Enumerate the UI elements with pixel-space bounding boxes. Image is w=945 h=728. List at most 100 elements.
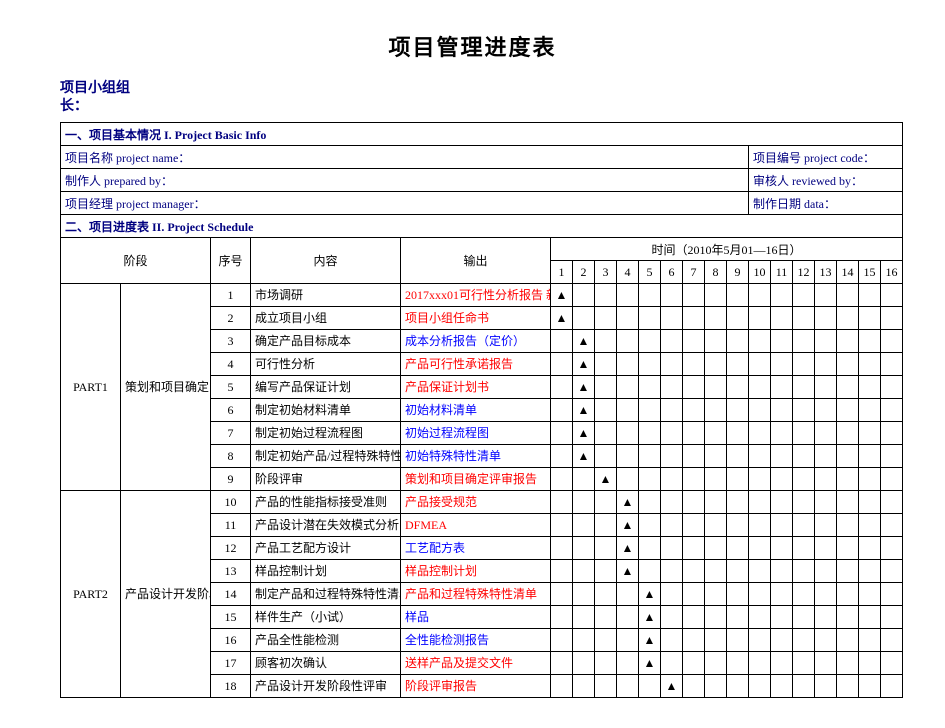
seq-cell: 3 bbox=[211, 330, 251, 353]
gantt-cell bbox=[683, 330, 705, 353]
gantt-cell bbox=[705, 629, 727, 652]
gantt-cell bbox=[727, 537, 749, 560]
day-header: 15 bbox=[859, 261, 881, 284]
gantt-cell bbox=[705, 560, 727, 583]
gantt-cell bbox=[771, 445, 793, 468]
gantt-cell bbox=[551, 629, 573, 652]
gantt-cell bbox=[551, 330, 573, 353]
gantt-cell bbox=[793, 353, 815, 376]
gantt-cell bbox=[749, 606, 771, 629]
output-cell: 初始特殊特性清单 bbox=[401, 445, 551, 468]
day-header: 4 bbox=[617, 261, 639, 284]
gantt-cell bbox=[573, 514, 595, 537]
gantt-cell bbox=[683, 652, 705, 675]
seq-cell: 9 bbox=[211, 468, 251, 491]
content-cell: 产品设计潜在失效模式分析 bbox=[251, 514, 401, 537]
gantt-cell bbox=[881, 652, 903, 675]
gantt-cell bbox=[705, 537, 727, 560]
gantt-cell bbox=[639, 491, 661, 514]
gantt-cell bbox=[837, 353, 859, 376]
seq-cell: 4 bbox=[211, 353, 251, 376]
gantt-cell bbox=[683, 422, 705, 445]
gantt-cell bbox=[573, 675, 595, 698]
gantt-cell bbox=[859, 353, 881, 376]
gantt-cell bbox=[859, 491, 881, 514]
output-cell: 成本分析报告（定价） bbox=[401, 330, 551, 353]
gantt-cell bbox=[595, 445, 617, 468]
gantt-cell bbox=[859, 675, 881, 698]
section2-header: 二、项目进度表 II. Project Schedule bbox=[61, 215, 903, 238]
content-cell: 样品控制计划 bbox=[251, 560, 401, 583]
gantt-cell bbox=[639, 307, 661, 330]
gantt-cell bbox=[617, 675, 639, 698]
gantt-cell bbox=[815, 583, 837, 606]
gantt-cell bbox=[837, 560, 859, 583]
gantt-cell bbox=[661, 514, 683, 537]
gantt-cell bbox=[793, 583, 815, 606]
col-output: 输出 bbox=[401, 238, 551, 284]
gantt-cell bbox=[639, 353, 661, 376]
gantt-cell bbox=[837, 330, 859, 353]
gantt-cell bbox=[551, 560, 573, 583]
gantt-cell bbox=[551, 652, 573, 675]
gantt-cell bbox=[551, 376, 573, 399]
gantt-cell bbox=[881, 284, 903, 307]
gantt-cell bbox=[661, 491, 683, 514]
gantt-cell bbox=[683, 445, 705, 468]
seq-cell: 14 bbox=[211, 583, 251, 606]
gantt-cell bbox=[617, 629, 639, 652]
gantt-cell bbox=[881, 468, 903, 491]
gantt-cell bbox=[771, 675, 793, 698]
gantt-cell bbox=[881, 307, 903, 330]
day-header: 14 bbox=[837, 261, 859, 284]
output-cell: DFMEA bbox=[401, 514, 551, 537]
gantt-cell bbox=[859, 606, 881, 629]
gantt-cell bbox=[837, 537, 859, 560]
gantt-cell bbox=[793, 468, 815, 491]
gantt-cell bbox=[705, 583, 727, 606]
gantt-cell: ▲ bbox=[639, 629, 661, 652]
gantt-cell bbox=[727, 491, 749, 514]
gantt-cell bbox=[551, 537, 573, 560]
gantt-cell bbox=[881, 491, 903, 514]
gantt-cell bbox=[859, 307, 881, 330]
seq-cell: 13 bbox=[211, 560, 251, 583]
gantt-cell bbox=[793, 514, 815, 537]
seq-cell: 2 bbox=[211, 307, 251, 330]
day-header: 6 bbox=[661, 261, 683, 284]
gantt-cell bbox=[573, 537, 595, 560]
gantt-cell bbox=[595, 330, 617, 353]
gantt-cell bbox=[815, 675, 837, 698]
seq-cell: 7 bbox=[211, 422, 251, 445]
gantt-cell bbox=[837, 675, 859, 698]
gantt-cell bbox=[661, 629, 683, 652]
gantt-cell bbox=[771, 652, 793, 675]
part2-phase: 产品设计开发阶段 bbox=[121, 491, 211, 698]
gantt-cell bbox=[705, 376, 727, 399]
gantt-cell bbox=[793, 422, 815, 445]
part1-phase: 策划和项目确定（项目立项） bbox=[121, 284, 211, 491]
day-header: 12 bbox=[793, 261, 815, 284]
gantt-cell bbox=[551, 399, 573, 422]
gantt-cell bbox=[595, 675, 617, 698]
gantt-cell bbox=[771, 537, 793, 560]
gantt-cell bbox=[771, 284, 793, 307]
day-header: 10 bbox=[749, 261, 771, 284]
gantt-cell bbox=[683, 537, 705, 560]
gantt-cell bbox=[683, 629, 705, 652]
gantt-cell bbox=[705, 606, 727, 629]
gantt-cell bbox=[749, 468, 771, 491]
gantt-cell: ▲ bbox=[595, 468, 617, 491]
content-cell: 制定产品和过程特殊特性清单 bbox=[251, 583, 401, 606]
gantt-cell bbox=[661, 606, 683, 629]
gantt-cell bbox=[639, 560, 661, 583]
gantt-cell bbox=[595, 422, 617, 445]
gantt-cell bbox=[705, 652, 727, 675]
gantt-cell bbox=[727, 353, 749, 376]
gantt-cell bbox=[661, 537, 683, 560]
gantt-cell bbox=[639, 422, 661, 445]
gantt-cell bbox=[859, 399, 881, 422]
gantt-cell bbox=[551, 491, 573, 514]
gantt-cell bbox=[749, 514, 771, 537]
gantt-cell bbox=[639, 537, 661, 560]
